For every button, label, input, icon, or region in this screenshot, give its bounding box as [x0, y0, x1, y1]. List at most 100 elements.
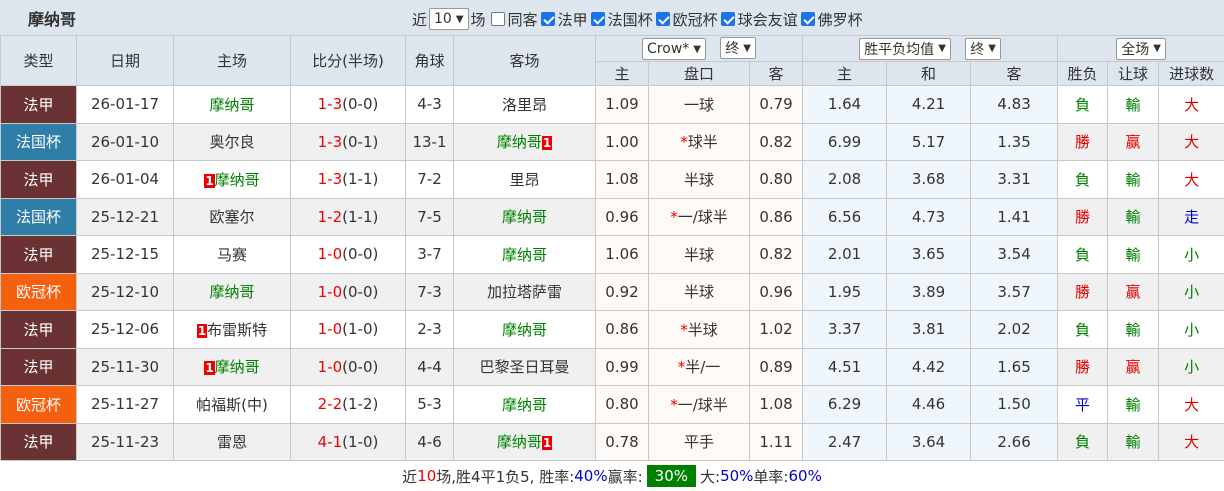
- score[interactable]: 1-0(0-0): [291, 236, 406, 274]
- filter-checkbox[interactable]: [656, 12, 670, 26]
- avg-stage-select[interactable]: 终▼: [965, 38, 1001, 60]
- result-goals: 小: [1159, 348, 1224, 386]
- half-score: (1-0): [342, 320, 378, 338]
- home-team-name[interactable]: 布雷斯特: [207, 321, 267, 339]
- league-type[interactable]: 法甲: [1, 161, 77, 199]
- half-score: (0-1): [342, 133, 378, 151]
- home-team-name[interactable]: 马赛: [217, 246, 247, 264]
- score[interactable]: 1-0(0-0): [291, 348, 406, 386]
- home-team-name[interactable]: 奥尔良: [209, 133, 254, 151]
- filter-label[interactable]: 法国杯: [608, 9, 653, 30]
- score[interactable]: 1-3(0-1): [291, 123, 406, 161]
- score[interactable]: 1-3(1-1): [291, 161, 406, 199]
- handicap-line: 一球: [649, 86, 750, 124]
- loss-odds: 3.31: [971, 161, 1058, 199]
- home-odds: 0.92: [596, 273, 649, 311]
- win-rate: 40%: [574, 467, 607, 485]
- home-odds: 1.08: [596, 161, 649, 199]
- home-team-name[interactable]: 欧塞尔: [209, 208, 254, 226]
- score[interactable]: 1-3(0-0): [291, 86, 406, 124]
- home-team: 摩纳哥: [174, 273, 291, 311]
- league-type[interactable]: 法国杯: [1, 198, 77, 236]
- score[interactable]: 1-0(0-0): [291, 273, 406, 311]
- filter-label[interactable]: 法甲: [558, 9, 588, 30]
- away-odds: 0.96: [750, 273, 803, 311]
- filter-checkbox[interactable]: [801, 12, 815, 26]
- home-team-name[interactable]: 摩纳哥: [209, 283, 254, 301]
- result-wdl: 負: [1058, 236, 1108, 274]
- handicap-stage-select[interactable]: 终▼: [720, 37, 756, 59]
- away-team-name[interactable]: 摩纳哥: [502, 321, 547, 339]
- period-select[interactable]: 全场▼: [1116, 38, 1166, 60]
- full-score: 1-0: [318, 320, 343, 338]
- score[interactable]: 1-2(1-1): [291, 198, 406, 236]
- home-team-name[interactable]: 雷恩: [217, 433, 247, 451]
- draw-odds: 3.89: [887, 273, 971, 311]
- filter-label[interactable]: 欧冠杯: [673, 9, 718, 30]
- home-team-name[interactable]: 摩纳哥: [215, 171, 260, 189]
- red-card-badge: 1: [542, 436, 552, 450]
- away-team-name[interactable]: 里昂: [509, 171, 539, 189]
- home-team-name[interactable]: 帕福斯(中): [196, 396, 268, 414]
- home-team-name[interactable]: 摩纳哥: [209, 96, 254, 114]
- filter-label[interactable]: 佛罗杯: [818, 9, 863, 30]
- away-team-name[interactable]: 摩纳哥: [497, 433, 542, 451]
- home-team-name[interactable]: 摩纳哥: [215, 358, 260, 376]
- away-odds: 0.82: [750, 236, 803, 274]
- result-goals: 大: [1159, 123, 1224, 161]
- handicap-line: 半球: [649, 236, 750, 274]
- half-score: (1-0): [342, 433, 378, 451]
- filter-checkbox[interactable]: [591, 12, 605, 26]
- away-team-name[interactable]: 摩纳哥: [502, 246, 547, 264]
- match-date: 26-01-04: [77, 161, 174, 199]
- away-team-name[interactable]: 加拉塔萨雷: [487, 283, 562, 301]
- away-odds: 0.89: [750, 348, 803, 386]
- avg-value: 胜平负均值: [864, 39, 934, 59]
- filter-label[interactable]: 同客: [508, 9, 538, 30]
- home-team: 1布雷斯特: [174, 311, 291, 349]
- summary-text: 近: [402, 466, 417, 487]
- league-type[interactable]: 法甲: [1, 311, 77, 349]
- subcol-header: 主: [596, 62, 649, 86]
- col-date: 日期: [77, 36, 174, 86]
- away-team-name[interactable]: 摩纳哥: [502, 208, 547, 226]
- handicap-line: *半/一: [649, 348, 750, 386]
- score[interactable]: 4-1(1-0): [291, 423, 406, 461]
- full-score: 1-0: [318, 283, 343, 301]
- away-team: 摩纳哥: [454, 236, 596, 274]
- filter-checkbox[interactable]: [721, 12, 735, 26]
- red-card-badge: 1: [204, 174, 214, 188]
- match-date: 25-11-30: [77, 348, 174, 386]
- league-type[interactable]: 法甲: [1, 348, 77, 386]
- league-type[interactable]: 法甲: [1, 236, 77, 274]
- league-type[interactable]: 法国杯: [1, 123, 77, 161]
- league-type[interactable]: 欧冠杯: [1, 273, 77, 311]
- loss-odds: 3.54: [971, 236, 1058, 274]
- result-handicap: 輸: [1108, 386, 1159, 424]
- win-odds: 2.01: [803, 236, 887, 274]
- away-team-name[interactable]: 巴黎圣日耳曼: [479, 358, 569, 376]
- league-type[interactable]: 法甲: [1, 86, 77, 124]
- filter-checkbox[interactable]: [541, 12, 555, 26]
- league-type[interactable]: 法甲: [1, 423, 77, 461]
- summary-count: 10: [417, 467, 436, 485]
- away-team-name[interactable]: 洛里昂: [502, 96, 547, 114]
- filter-label[interactable]: 球会友谊: [738, 9, 798, 30]
- filter-checkbox[interactable]: [491, 12, 505, 26]
- home-odds: 0.78: [596, 423, 649, 461]
- chevron-down-icon: ▼: [693, 44, 701, 55]
- home-odds: 1.00: [596, 123, 649, 161]
- score[interactable]: 1-0(1-0): [291, 311, 406, 349]
- league-type[interactable]: 欧冠杯: [1, 386, 77, 424]
- company-select[interactable]: Crow*▼: [642, 38, 706, 60]
- away-team-name[interactable]: 摩纳哥: [502, 396, 547, 414]
- away-team-name[interactable]: 摩纳哥: [497, 133, 542, 151]
- avg-select[interactable]: 胜平负均值▼: [859, 38, 951, 60]
- loss-odds: 1.65: [971, 348, 1058, 386]
- result-wdl: 勝: [1058, 123, 1108, 161]
- recent-count-select[interactable]: 10▼: [429, 8, 469, 30]
- result-handicap: 赢: [1108, 123, 1159, 161]
- result-handicap: 輸: [1108, 311, 1159, 349]
- score[interactable]: 2-2(1-2): [291, 386, 406, 424]
